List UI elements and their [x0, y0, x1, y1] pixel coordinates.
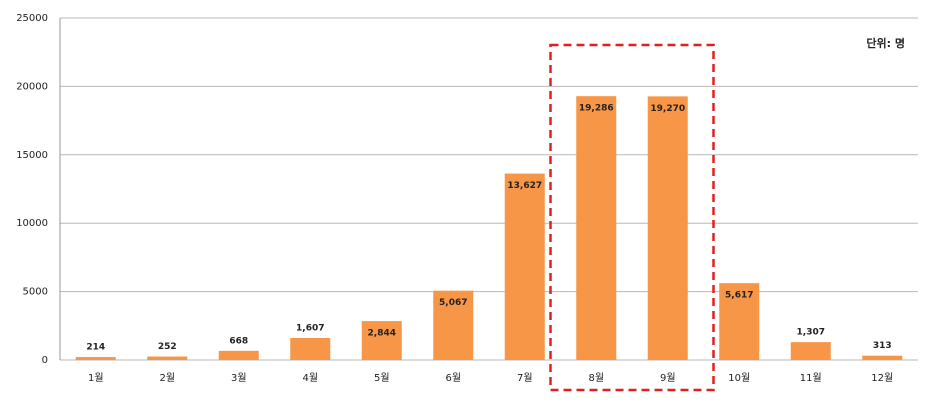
bar: [862, 355, 903, 360]
bar: [290, 338, 331, 360]
bar: [147, 356, 188, 360]
x-tick-label: 1월: [88, 372, 104, 384]
x-tick-label: 4월: [302, 372, 318, 384]
value-label: 19,270: [650, 104, 685, 114]
x-tick-label: 3월: [231, 372, 247, 384]
y-tick-label: 10000: [16, 218, 48, 229]
bar: [218, 350, 259, 360]
value-label: 313: [873, 341, 892, 351]
bar: [647, 96, 688, 360]
y-tick-label: 20000: [16, 81, 48, 92]
x-tick-label: 5월: [374, 372, 390, 384]
x-tick-label: 9월: [660, 372, 676, 384]
bar: [719, 283, 760, 360]
value-label: 668: [229, 336, 248, 346]
y-tick-label: 25000: [16, 13, 48, 24]
value-label: 5,067: [439, 298, 467, 308]
x-tick-label: 8월: [588, 372, 604, 384]
value-label: 252: [158, 342, 177, 352]
y-tick-label: 15000: [16, 150, 48, 161]
bar: [433, 290, 474, 360]
unit-annotation: 단위: 명: [866, 36, 905, 50]
x-tick-label: 2월: [159, 372, 175, 384]
bar: [576, 96, 617, 361]
value-label: 2,844: [368, 329, 396, 339]
bar: [75, 357, 116, 360]
y-tick-label: 5000: [23, 287, 48, 298]
x-tick-label: 7월: [517, 372, 533, 384]
bar: [361, 321, 402, 360]
value-label: 13,627: [507, 181, 542, 191]
value-label: 214: [86, 343, 105, 353]
x-tick-label: 12월: [871, 372, 893, 384]
value-label: 5,617: [725, 291, 753, 301]
x-tick-label: 10월: [728, 372, 750, 384]
y-tick-label: 0: [42, 355, 48, 366]
value-label: 19,286: [579, 104, 614, 114]
value-label: 1,607: [296, 324, 324, 334]
highlight-box: [549, 43, 715, 392]
value-label: 1,307: [797, 328, 825, 338]
bar: [790, 342, 831, 360]
bar: [504, 173, 545, 360]
x-tick-label: 6월: [445, 372, 461, 384]
x-tick-label: 11월: [800, 372, 822, 384]
